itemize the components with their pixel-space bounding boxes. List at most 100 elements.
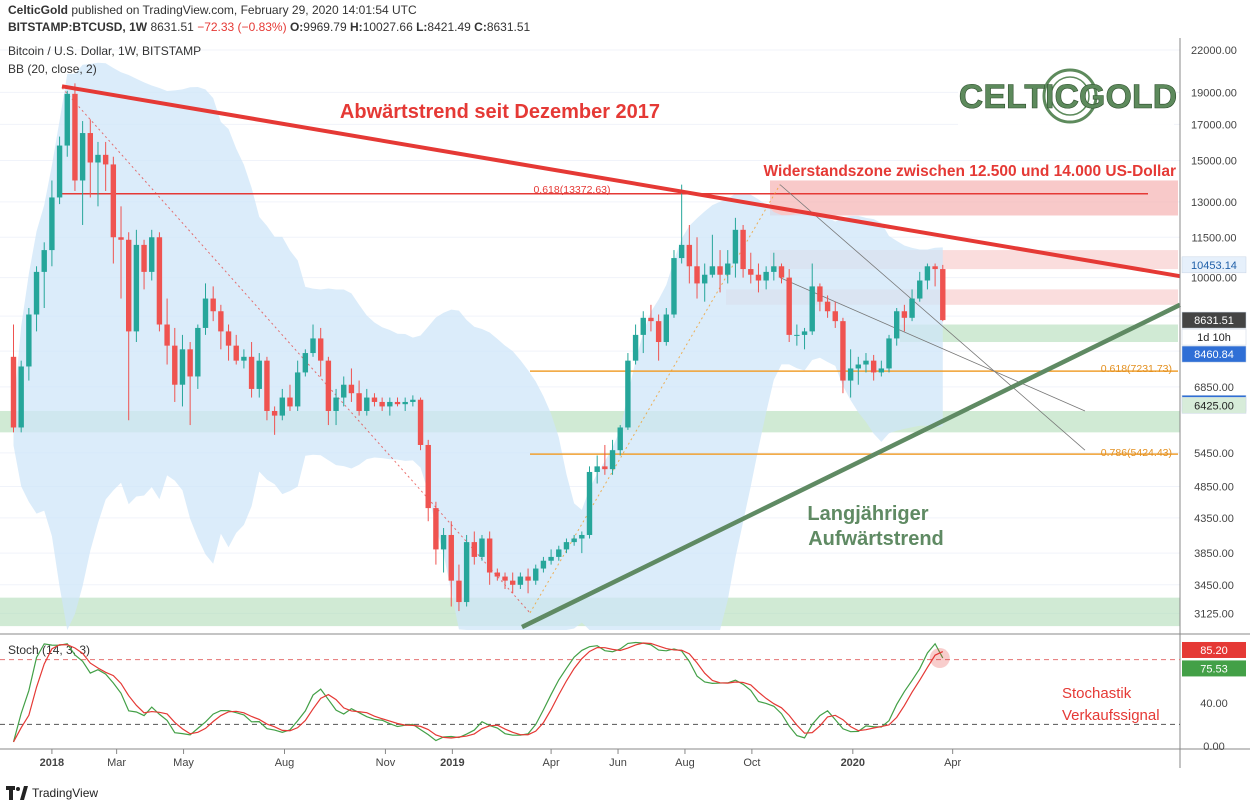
candle-body[interactable]	[187, 349, 193, 377]
price-chart[interactable]: Bitcoin / U.S. Dollar, 1W, BITSTAMP BB (…	[0, 38, 1250, 808]
candle-body[interactable]	[932, 266, 938, 270]
candle-body[interactable]	[179, 349, 186, 385]
candle-body[interactable]	[740, 229, 746, 270]
candle-body[interactable]	[824, 301, 831, 312]
candle-body[interactable]	[394, 401, 401, 405]
candle-body[interactable]	[625, 360, 631, 428]
bb-legend[interactable]: BB (20, close, 2)	[8, 62, 97, 76]
candle-body[interactable]	[563, 542, 570, 550]
candle-body[interactable]	[709, 266, 716, 275]
candle-body[interactable]	[771, 266, 777, 272]
candle-body[interactable]	[717, 266, 723, 275]
candle-body[interactable]	[41, 250, 47, 272]
candle-body[interactable]	[471, 542, 477, 557]
candle-body[interactable]	[425, 444, 431, 509]
candle-body[interactable]	[287, 397, 293, 407]
candle-body[interactable]	[64, 93, 70, 146]
candle-body[interactable]	[49, 197, 55, 251]
candle-body[interactable]	[817, 286, 823, 302]
candle-body[interactable]	[302, 353, 309, 373]
candle-body[interactable]	[832, 311, 838, 322]
candle-body[interactable]	[809, 286, 815, 332]
candle-body[interactable]	[878, 368, 885, 373]
candle-body[interactable]	[141, 244, 147, 272]
candle-body[interactable]	[248, 356, 255, 389]
candle-body[interactable]	[56, 145, 63, 198]
candle-body[interactable]	[755, 274, 762, 281]
candle-body[interactable]	[632, 334, 639, 361]
candle-body[interactable]	[256, 360, 262, 389]
candle-body[interactable]	[241, 356, 247, 361]
candle-body[interactable]	[433, 508, 439, 550]
candle-body[interactable]	[26, 314, 32, 367]
candle-body[interactable]	[202, 298, 209, 328]
candle-body[interactable]	[694, 266, 700, 284]
candle-body[interactable]	[801, 331, 808, 335]
candle-body[interactable]	[456, 580, 462, 603]
candle-body[interactable]	[725, 263, 731, 275]
candle-body[interactable]	[748, 269, 754, 275]
candle-body[interactable]	[172, 345, 178, 385]
candle-body[interactable]	[448, 534, 454, 581]
candle-body[interactable]	[870, 360, 877, 373]
candle-body[interactable]	[548, 556, 554, 561]
candle-body[interactable]	[463, 542, 470, 603]
candle-body[interactable]	[794, 334, 800, 336]
candle-body[interactable]	[479, 538, 485, 557]
candle-body[interactable]	[571, 538, 577, 543]
candle-body[interactable]	[264, 360, 270, 411]
candle-body[interactable]	[648, 317, 654, 322]
candle-body[interactable]	[102, 154, 109, 165]
candle-body[interactable]	[909, 298, 915, 318]
candle-body[interactable]	[763, 271, 769, 281]
candle-body[interactable]	[678, 244, 685, 259]
candle-body[interactable]	[940, 269, 946, 321]
candle-body[interactable]	[325, 360, 332, 411]
candle-body[interactable]	[133, 244, 140, 332]
candle-body[interactable]	[271, 410, 278, 416]
candle-body[interactable]	[540, 560, 547, 569]
candle-body[interactable]	[525, 576, 531, 581]
candle-body[interactable]	[863, 360, 869, 365]
candle-body[interactable]	[517, 576, 524, 585]
tradingview-footer[interactable]: TradingView	[6, 786, 98, 800]
candle-body[interactable]	[310, 338, 316, 354]
candle-body[interactable]	[894, 311, 900, 339]
candle-body[interactable]	[348, 384, 355, 394]
candle-body[interactable]	[655, 321, 662, 343]
candle-body[interactable]	[640, 317, 646, 335]
candle-body[interactable]	[356, 393, 362, 411]
candle-body[interactable]	[786, 277, 792, 335]
candle-body[interactable]	[33, 271, 40, 315]
candle-body[interactable]	[279, 397, 285, 416]
candle-body[interactable]	[671, 258, 677, 315]
candle-body[interactable]	[225, 331, 232, 346]
candle-body[interactable]	[410, 399, 416, 402]
candle-body[interactable]	[440, 534, 447, 550]
candle-body[interactable]	[533, 568, 539, 581]
candle-body[interactable]	[333, 397, 339, 411]
candle-body[interactable]	[210, 298, 216, 312]
candle-body[interactable]	[732, 229, 739, 264]
candle-body[interactable]	[79, 133, 86, 181]
candle-body[interactable]	[110, 164, 117, 238]
candle-body[interactable]	[602, 466, 608, 470]
candle-body[interactable]	[18, 366, 24, 428]
candle-body[interactable]	[840, 321, 846, 381]
candle-body[interactable]	[126, 239, 132, 332]
candle-body[interactable]	[402, 401, 408, 405]
candle-body[interactable]	[149, 237, 155, 272]
candle-body[interactable]	[341, 384, 347, 398]
candle-body[interactable]	[886, 338, 892, 369]
candle-body[interactable]	[195, 327, 201, 377]
candle-body[interactable]	[502, 576, 508, 581]
candle-body[interactable]	[87, 133, 93, 163]
candle-body[interactable]	[917, 280, 923, 299]
candle-body[interactable]	[510, 580, 516, 585]
candle-body[interactable]	[486, 538, 493, 573]
candle-body[interactable]	[609, 450, 616, 470]
candle-body[interactable]	[686, 244, 693, 267]
candle-body[interactable]	[579, 534, 585, 539]
candle-body[interactable]	[847, 368, 854, 381]
candle-body[interactable]	[364, 397, 370, 411]
